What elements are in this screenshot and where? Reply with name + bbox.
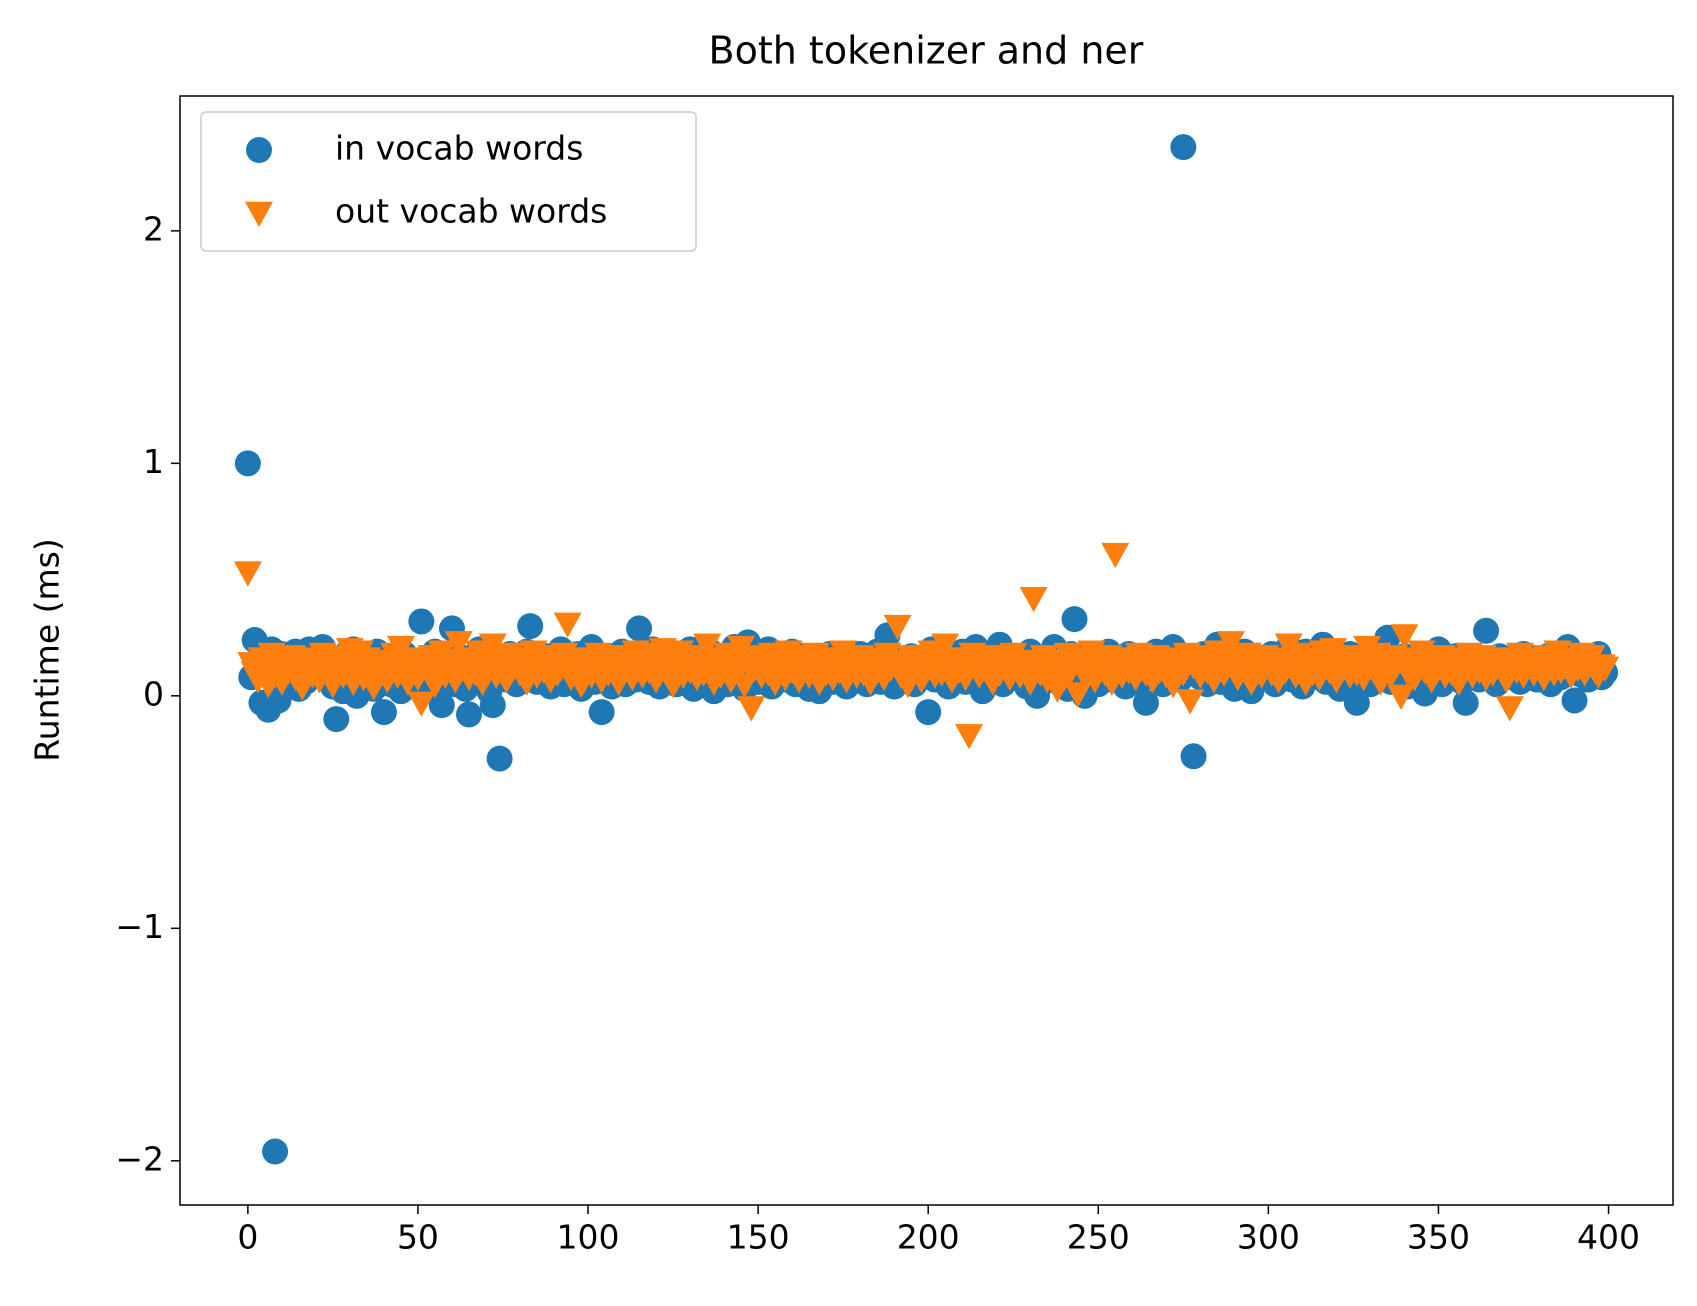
- point: [931, 633, 960, 659]
- point: [737, 696, 766, 722]
- point: [1061, 606, 1088, 633]
- y-tick-label: −2: [115, 1139, 164, 1178]
- point: [1101, 542, 1130, 569]
- point: [1390, 624, 1419, 650]
- x-tick-label: 50: [397, 1218, 439, 1257]
- point: [1170, 134, 1197, 161]
- point: [915, 699, 942, 726]
- y-tick-label: 1: [143, 442, 164, 481]
- point: [693, 633, 722, 659]
- x-tick-label: 100: [557, 1218, 620, 1257]
- point: [478, 633, 507, 659]
- x-tick-label: 400: [1577, 1218, 1640, 1257]
- chart-title: Both tokenizer and ner: [709, 29, 1144, 73]
- point: [233, 561, 262, 587]
- point: [517, 613, 544, 640]
- point: [1387, 684, 1416, 710]
- point: [955, 724, 984, 750]
- x-tick-label: 200: [897, 1218, 960, 1257]
- x-tick-label: 250: [1067, 1218, 1130, 1257]
- point: [262, 1138, 289, 1165]
- y-tick-label: 0: [143, 674, 164, 713]
- point: [626, 615, 653, 642]
- point: [444, 631, 473, 657]
- legend-label: out vocab words: [335, 192, 607, 231]
- point: [1591, 656, 1620, 682]
- legend-box: [200, 111, 697, 252]
- y-tick-label: 2: [143, 209, 164, 248]
- point: [1495, 696, 1524, 722]
- point: [1561, 687, 1588, 714]
- point: [1063, 682, 1092, 708]
- legend-label: in vocab words: [335, 129, 583, 168]
- point: [486, 745, 513, 772]
- point: [553, 612, 582, 638]
- legend-marker: [246, 137, 272, 163]
- x-tick-label: 150: [727, 1218, 790, 1257]
- x-tick-label: 300: [1237, 1218, 1300, 1257]
- y-tick-label: −1: [115, 907, 164, 946]
- point: [588, 699, 615, 726]
- point: [1216, 631, 1245, 657]
- point: [323, 706, 350, 733]
- point: [727, 635, 756, 662]
- point: [883, 614, 912, 641]
- point: [234, 450, 261, 477]
- x-tick-label: 0: [237, 1218, 258, 1257]
- point: [1180, 743, 1207, 770]
- point: [730, 673, 759, 699]
- point: [1176, 689, 1205, 715]
- point: [1132, 689, 1159, 716]
- point: [1473, 617, 1500, 644]
- plot-frame: [179, 95, 1674, 1206]
- point: [455, 701, 482, 728]
- point: [1019, 586, 1048, 613]
- x-tick-label: 350: [1407, 1218, 1470, 1257]
- y-axis-label: Runtime (ms): [28, 538, 67, 761]
- point: [1343, 689, 1370, 716]
- point: [428, 692, 455, 719]
- point: [408, 608, 435, 635]
- point: [370, 699, 397, 726]
- point: [479, 692, 506, 719]
- point: [1452, 689, 1479, 716]
- point: [407, 691, 436, 717]
- legend-marker: [245, 201, 273, 227]
